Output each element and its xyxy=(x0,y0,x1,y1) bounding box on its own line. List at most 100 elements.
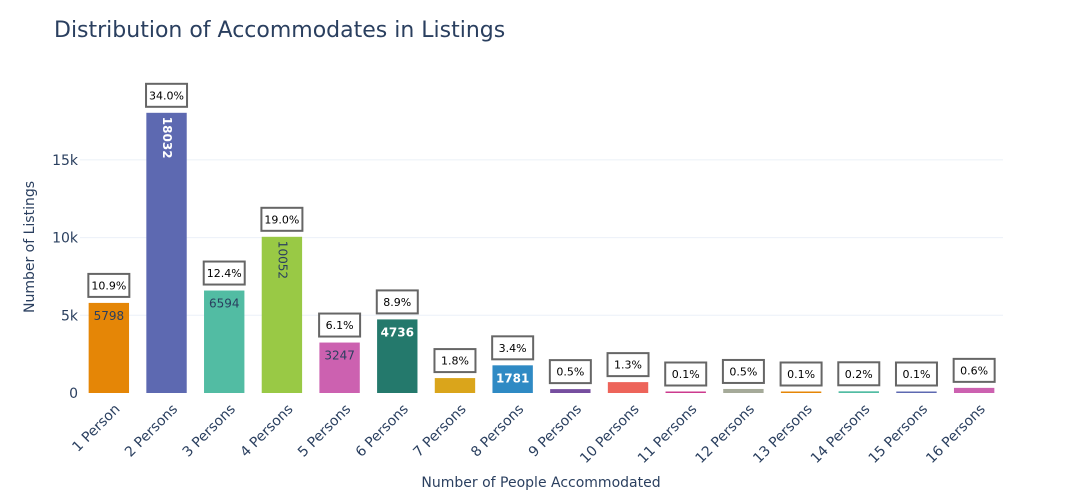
x-tick-label: 1 Person xyxy=(69,401,123,455)
percent-box xyxy=(606,352,650,378)
bar xyxy=(88,302,130,393)
percent-annotation: 1.8% xyxy=(433,348,477,374)
percent-box xyxy=(260,206,304,232)
percent-annotation: 0.1% xyxy=(664,361,708,387)
percent-box xyxy=(433,348,477,374)
percent-label: 0.5% xyxy=(556,366,584,379)
bar xyxy=(550,389,591,393)
y-axis-ticks: 0 5k 10k 15k xyxy=(52,153,79,402)
percent-annotation: 0.2% xyxy=(837,361,881,387)
percent-box xyxy=(491,335,535,361)
bar xyxy=(204,290,245,393)
x-axis-title: Number of People Accommodated xyxy=(421,475,660,491)
percent-label: 8.9% xyxy=(383,296,411,309)
percent-label: 0.5% xyxy=(729,365,757,378)
bar xyxy=(723,388,764,393)
percent-box xyxy=(664,361,708,387)
x-tick-label: 4 Persons xyxy=(237,401,296,460)
x-tick-label: 7 Persons xyxy=(410,401,469,460)
percent-box xyxy=(145,82,189,108)
percent-annotation: 6.1% xyxy=(318,312,362,338)
percent-annotation: 34.0% xyxy=(145,82,189,108)
bar xyxy=(607,382,649,393)
percent-annotations: 10.9% 34.0% 12.4% 19.0% 6.1% 8.9% 1.8% 3.4% 0.5%… xyxy=(87,82,996,387)
bar-value-label: 1781 xyxy=(496,371,529,385)
bar xyxy=(319,342,360,393)
x-tick-label: 16 Persons xyxy=(923,401,988,466)
bar xyxy=(146,112,187,394)
bar xyxy=(377,319,418,393)
bar xyxy=(953,387,995,393)
x-tick-label: 11 Persons xyxy=(635,401,700,466)
percent-label: 10.9% xyxy=(91,279,126,292)
bar xyxy=(261,236,303,393)
percent-annotation: 3.4% xyxy=(491,335,535,361)
x-tick-label: 8 Persons xyxy=(468,401,527,460)
bar xyxy=(434,378,476,393)
percent-box xyxy=(894,361,938,387)
bar xyxy=(896,391,937,393)
percent-box xyxy=(779,361,823,387)
bar xyxy=(780,391,822,393)
percent-box xyxy=(837,361,881,387)
percent-annotation: 8.9% xyxy=(375,289,419,315)
percent-annotation: 0.6% xyxy=(952,357,996,383)
percent-label: 0.1% xyxy=(672,368,700,381)
percent-annotation: 0.1% xyxy=(894,361,938,387)
percent-label: 3.4% xyxy=(499,342,527,355)
percent-annotation: 0.5% xyxy=(721,358,765,384)
x-tick-label: 3 Persons xyxy=(180,401,239,460)
y-tick-label: 15k xyxy=(52,153,79,169)
percent-annotation: 19.0% xyxy=(260,206,304,232)
x-tick-label: 15 Persons xyxy=(866,401,931,466)
percent-box xyxy=(375,289,419,315)
x-tick-label: 6 Persons xyxy=(353,401,412,460)
percent-label: 0.1% xyxy=(787,368,815,381)
y-tick-label: 5k xyxy=(61,308,79,324)
percent-box xyxy=(87,272,131,298)
bar xyxy=(665,391,706,393)
percent-label: 12.4% xyxy=(207,267,242,280)
percent-annotation: 10.9% xyxy=(87,272,131,298)
percent-annotation: 1.3% xyxy=(606,352,650,378)
bar-value-label: 10052 xyxy=(275,241,289,279)
x-tick-label: 10 Persons xyxy=(577,401,642,466)
percent-annotation: 0.5% xyxy=(548,359,592,385)
percent-box xyxy=(318,312,362,338)
bar-value-label: 18032 xyxy=(160,117,174,159)
percent-label: 1.3% xyxy=(614,359,642,372)
bar xyxy=(492,365,533,393)
percent-label: 19.0% xyxy=(264,213,299,226)
x-tick-label: 12 Persons xyxy=(693,401,758,466)
x-tick-label: 13 Persons xyxy=(750,401,815,466)
bar-value-label: 6594 xyxy=(209,297,240,311)
bar-value-label: 4736 xyxy=(381,325,414,339)
percent-box xyxy=(721,358,765,384)
percent-label: 0.6% xyxy=(960,364,988,377)
percent-label: 0.1% xyxy=(902,368,930,381)
bars xyxy=(88,112,995,394)
percent-label: 0.2% xyxy=(845,368,873,381)
bar-value-label: 3247 xyxy=(324,349,355,363)
percent-annotation: 0.1% xyxy=(779,361,823,387)
x-tick-label: 14 Persons xyxy=(808,401,873,466)
percent-label: 34.0% xyxy=(149,89,184,102)
x-tick-label: 9 Persons xyxy=(526,401,585,460)
percent-box xyxy=(952,357,996,383)
y-axis-title: Number of Listings xyxy=(22,181,38,313)
x-tick-label: 5 Persons xyxy=(295,401,354,460)
percent-box xyxy=(548,359,592,385)
bar xyxy=(838,391,879,393)
y-tick-label: 0 xyxy=(69,386,78,402)
y-tick-label: 10k xyxy=(52,231,79,247)
percent-label: 6.1% xyxy=(326,319,354,332)
percent-box xyxy=(202,260,246,286)
percent-label: 1.8% xyxy=(441,355,469,368)
percent-annotation: 12.4% xyxy=(202,260,246,286)
x-tick-label: 2 Persons xyxy=(122,401,181,460)
chart-title: Distribution of Accommodates in Listings xyxy=(54,18,506,43)
bar-value-label: 5798 xyxy=(94,309,125,323)
